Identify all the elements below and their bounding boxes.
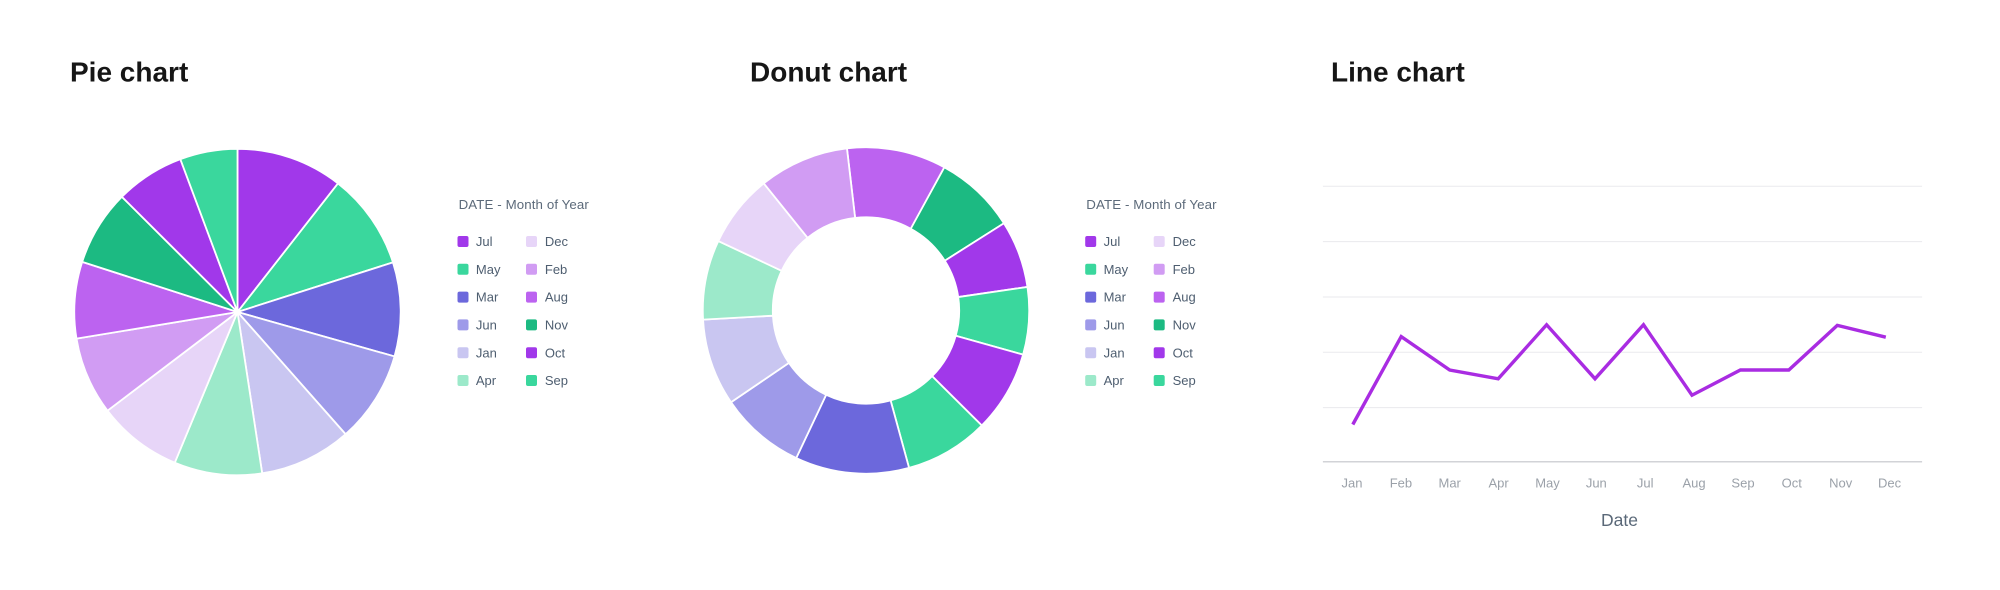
svg-text:Dec: Dec [1173, 234, 1197, 249]
svg-text:Jan: Jan [1342, 476, 1363, 491]
svg-text:Mar: Mar [1439, 476, 1462, 491]
svg-text:Mar: Mar [1104, 290, 1127, 305]
svg-text:Apr: Apr [1488, 476, 1509, 491]
svg-text:Aug: Aug [1683, 476, 1706, 491]
svg-text:Jan: Jan [476, 345, 497, 360]
svg-text:Pie chart: Pie chart [70, 57, 188, 88]
svg-text:Oct: Oct [1782, 476, 1803, 491]
svg-text:Aug: Aug [1173, 290, 1196, 305]
svg-text:DATE - Month of Year: DATE - Month of Year [459, 197, 590, 212]
svg-text:Feb: Feb [545, 262, 567, 277]
svg-text:Sep: Sep [545, 373, 568, 388]
svg-text:Apr: Apr [476, 373, 497, 388]
svg-text:Oct: Oct [545, 345, 566, 360]
svg-text:Nov: Nov [1829, 476, 1853, 491]
svg-text:DATE - Month of Year: DATE - Month of Year [1086, 197, 1217, 212]
svg-text:Nov: Nov [1173, 318, 1197, 333]
svg-text:Jul: Jul [1104, 234, 1121, 249]
svg-text:May: May [1104, 262, 1129, 277]
svg-text:Nov: Nov [545, 318, 569, 333]
svg-text:Dec: Dec [1878, 476, 1902, 491]
svg-text:May: May [1535, 476, 1560, 491]
svg-text:Sep: Sep [1173, 373, 1196, 388]
svg-text:Feb: Feb [1173, 262, 1195, 277]
svg-text:Jun: Jun [1586, 476, 1607, 491]
svg-text:Jul: Jul [476, 234, 493, 249]
svg-text:Aug: Aug [545, 290, 568, 305]
svg-text:Jan: Jan [1104, 345, 1125, 360]
svg-text:Donut chart: Donut chart [750, 57, 907, 88]
svg-text:Sep: Sep [1731, 476, 1754, 491]
svg-text:Apr: Apr [1104, 373, 1125, 388]
svg-text:Feb: Feb [1390, 476, 1412, 491]
svg-text:Oct: Oct [1173, 345, 1194, 360]
svg-text:Date: Date [1601, 510, 1638, 530]
svg-text:May: May [476, 262, 501, 277]
svg-text:Dec: Dec [545, 234, 569, 249]
svg-text:Jun: Jun [1104, 318, 1125, 333]
svg-text:Mar: Mar [476, 290, 499, 305]
svg-text:Jul: Jul [1637, 476, 1654, 491]
svg-text:Jun: Jun [476, 318, 497, 333]
svg-text:Line chart: Line chart [1331, 57, 1465, 88]
